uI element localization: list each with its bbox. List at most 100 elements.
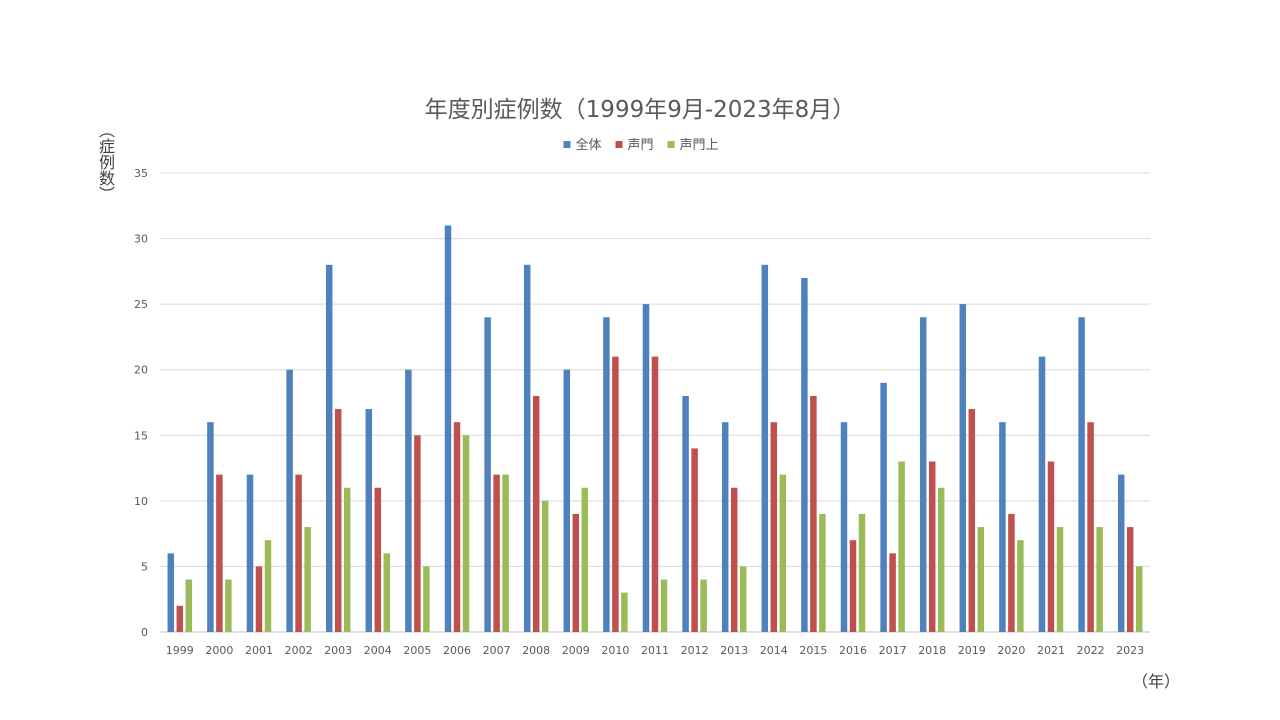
bar-声門上-2020 [1017, 540, 1024, 632]
y-tick-label: 5 [141, 560, 148, 573]
bar-声門-2018 [928, 461, 936, 632]
x-tick-label: 1999 [166, 644, 194, 657]
bar-声門上-2021 [1056, 527, 1064, 632]
x-tick-label: 2002 [285, 644, 313, 657]
x-tick-label: 2022 [1077, 644, 1105, 657]
bar-声門-2002 [295, 474, 302, 632]
y-tick-label: 20 [134, 364, 148, 377]
bar-全体-2009 [563, 369, 571, 632]
y-tick-label: 10 [134, 495, 148, 508]
bar-全体-2001 [246, 474, 254, 632]
chart-title: 年度別症例数（1999年9月-2023年8月） [424, 97, 856, 123]
bar-声門-2004 [374, 487, 382, 632]
bar-声門上-1999 [185, 579, 193, 632]
bar-声門-2015 [810, 395, 817, 632]
x-tick-label: 2014 [760, 644, 788, 657]
x-tick-label: 2017 [879, 644, 907, 657]
bar-全体-2005 [405, 369, 412, 632]
bar-声門上-2007 [502, 474, 509, 632]
bar-全体-2013 [721, 422, 729, 632]
bar-全体-2010 [603, 317, 610, 632]
x-tick-label: 2019 [958, 644, 986, 657]
bar-声門-2021 [1047, 461, 1055, 632]
bar-声門上-2006 [462, 435, 470, 632]
bar-声門上-2001 [264, 540, 272, 632]
bar-声門-2023 [1126, 527, 1134, 632]
bar-全体-2023 [1117, 474, 1125, 632]
bar-声門-2011 [651, 356, 659, 632]
bar-声門上-2022 [1096, 527, 1103, 632]
bar-声門上-2008 [541, 500, 549, 632]
bar-声門-2012 [691, 448, 698, 632]
bars [167, 225, 1143, 632]
bar-声門上-2005 [423, 566, 430, 632]
bar-声門-2010 [612, 356, 619, 632]
bar-全体-2007 [484, 317, 491, 632]
legend-swatch [615, 141, 623, 148]
x-tick-label: 2006 [443, 644, 471, 657]
bar-声門-2003 [334, 409, 342, 632]
x-tick-label: 2005 [403, 644, 431, 657]
x-tick-label: 2007 [483, 644, 511, 657]
legend: 全体 声門 声門上 [563, 137, 719, 153]
y-tick-label: 15 [134, 429, 148, 442]
y-tick-label: 0 [141, 626, 148, 639]
bar-声門-2005 [414, 435, 421, 632]
bar-声門-2016 [849, 540, 857, 632]
x-tick-label: 2008 [522, 644, 550, 657]
legend-swatch [563, 141, 571, 148]
bar-全体-2011 [642, 304, 650, 632]
bar-全体-2012 [682, 395, 689, 632]
bar-全体-2006 [444, 225, 452, 632]
bar-声門上-2014 [779, 474, 787, 632]
x-tick-label: 2018 [918, 644, 946, 657]
y-axis-label-text: （症例数） [96, 122, 115, 202]
x-axis-unit: （年） [1132, 672, 1181, 691]
bar-声門-2001 [255, 566, 263, 632]
bar-全体-2017 [880, 382, 887, 632]
legend-entry: 全体 [576, 137, 602, 153]
x-tick-label: 2012 [681, 644, 709, 657]
bar-声門上-2018 [937, 487, 945, 632]
x-axis-ticks: 1999 2000 2001 2002 2003 2004 2005 2006 2007 2008… [166, 644, 1144, 657]
bar-声門上-2009 [581, 487, 589, 632]
bar-全体-2022 [1078, 317, 1085, 632]
bar-全体-1999 [167, 553, 175, 632]
x-tick-label: 2020 [997, 644, 1025, 657]
bar-声門-1999 [176, 605, 184, 632]
bar-声門-2017 [889, 553, 896, 632]
bar-全体-2014 [761, 264, 769, 632]
bar-声門-2019 [968, 409, 976, 632]
legend-entry: 声門上 [680, 138, 719, 153]
bar-声門上-2010 [621, 592, 628, 632]
x-tick-label: 2021 [1037, 644, 1065, 657]
x-tick-label: 2003 [324, 644, 352, 657]
bar-全体-2021 [1038, 356, 1046, 632]
bar-声門上-2016 [858, 513, 866, 632]
bar-声門-2000 [216, 474, 223, 632]
x-tick-label: 2001 [245, 644, 273, 657]
bar-声門-2006 [453, 422, 461, 632]
bar-声門-2008 [532, 395, 540, 632]
bar-声門上-2004 [383, 553, 391, 632]
y-tick-label: 35 [134, 167, 148, 180]
x-tick-label: 2015 [799, 644, 827, 657]
y-axis-ticks: 0 5 10 15 20 25 30 35 [134, 167, 148, 639]
bar-声門上-2019 [977, 527, 985, 632]
y-tick-label: 25 [134, 298, 148, 311]
bar-声門-2013 [730, 487, 738, 632]
x-tick-label: 2000 [205, 644, 233, 657]
bar-全体-2004 [365, 409, 373, 632]
x-tick-label: 2016 [839, 644, 867, 657]
bar-全体-2003 [325, 264, 333, 632]
legend-entry: 声門 [628, 138, 654, 153]
bar-声門上-2017 [898, 461, 905, 632]
bar-声門上-2013 [739, 566, 747, 632]
y-tick-label: 30 [134, 233, 148, 246]
bar-声門-2022 [1087, 422, 1094, 632]
bar-全体-2020 [999, 422, 1006, 632]
bar-声門-2007 [493, 474, 500, 632]
bar-声門上-2012 [700, 579, 707, 632]
x-tick-label: 2013 [720, 644, 748, 657]
